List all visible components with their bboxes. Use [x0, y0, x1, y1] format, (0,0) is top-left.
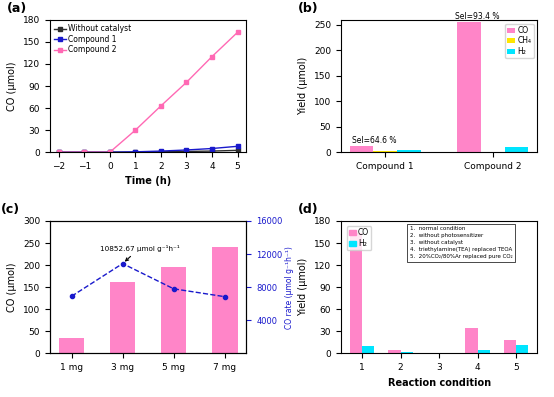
Text: (b): (b): [297, 2, 318, 15]
Text: 1.  normal condition
2.  without photosensitizer
3.  without catalyst
4.  trieth: 1. normal condition 2. without photosens…: [409, 226, 512, 259]
Bar: [516, 345, 529, 353]
Compound 2: [183, 80, 190, 85]
Compound 1: [106, 150, 113, 154]
Legend: CO, H₂: CO, H₂: [347, 226, 372, 250]
X-axis label: Time (h): Time (h): [125, 176, 171, 187]
Without catalyst: [157, 149, 164, 154]
Text: (a): (a): [7, 2, 27, 15]
Compound 1: [209, 146, 216, 151]
X-axis label: Reaction condition: Reaction condition: [388, 378, 491, 387]
Without catalyst: [106, 150, 113, 154]
Bar: [465, 328, 478, 353]
Without catalyst: [81, 150, 88, 154]
Legend: CO, CH₄, H₂: CO, CH₄, H₂: [505, 24, 534, 58]
Text: Sel=93.4 %: Sel=93.4 %: [454, 12, 499, 21]
Compound 1: [234, 144, 241, 149]
Y-axis label: CO rate (μmol g⁻¹h⁻¹): CO rate (μmol g⁻¹h⁻¹): [285, 246, 294, 329]
Bar: [350, 233, 362, 353]
Bar: [397, 150, 421, 152]
Bar: [350, 146, 373, 152]
Legend: Without catalyst, Compound 1, Compound 2: Without catalyst, Compound 1, Compound 2: [54, 24, 132, 55]
Line: Compound 2: Compound 2: [57, 31, 239, 154]
Compound 1: [81, 150, 88, 154]
Text: Sel=64.6 %: Sel=64.6 %: [352, 135, 397, 145]
Bar: [362, 346, 375, 353]
Bar: [59, 338, 84, 353]
Y-axis label: Yield (μmol): Yield (μmol): [298, 258, 308, 316]
Text: (d): (d): [297, 203, 318, 216]
Y-axis label: Yield (μmol): Yield (μmol): [298, 57, 308, 115]
Compound 1: [183, 148, 190, 152]
Without catalyst: [234, 148, 241, 153]
Without catalyst: [183, 149, 190, 154]
Compound 1: [132, 149, 138, 154]
Bar: [110, 282, 135, 353]
Compound 2: [209, 54, 216, 59]
Without catalyst: [55, 150, 62, 154]
Without catalyst: [209, 149, 216, 154]
Bar: [373, 150, 397, 152]
Compound 2: [106, 150, 113, 154]
Line: Compound 1: Compound 1: [57, 145, 239, 154]
Y-axis label: CO (μmol): CO (μmol): [7, 262, 17, 312]
Bar: [505, 147, 529, 152]
Bar: [388, 350, 401, 353]
Text: 10852.67 μmol g⁻¹h⁻¹: 10852.67 μmol g⁻¹h⁻¹: [100, 245, 179, 261]
Compound 2: [157, 104, 164, 108]
Compound 1: [157, 149, 164, 154]
Without catalyst: [132, 150, 138, 154]
Compound 2: [81, 150, 88, 154]
Compound 2: [234, 30, 241, 35]
Compound 1: [55, 150, 62, 154]
Bar: [458, 22, 481, 152]
Bar: [212, 247, 238, 353]
Bar: [401, 352, 413, 353]
Compound 2: [55, 150, 62, 154]
Bar: [504, 340, 516, 353]
Line: Without catalyst: Without catalyst: [57, 148, 239, 154]
Y-axis label: CO (μmol): CO (μmol): [7, 61, 17, 111]
Text: (c): (c): [1, 203, 20, 216]
Bar: [161, 267, 187, 353]
Compound 2: [132, 128, 138, 133]
Bar: [478, 350, 490, 353]
